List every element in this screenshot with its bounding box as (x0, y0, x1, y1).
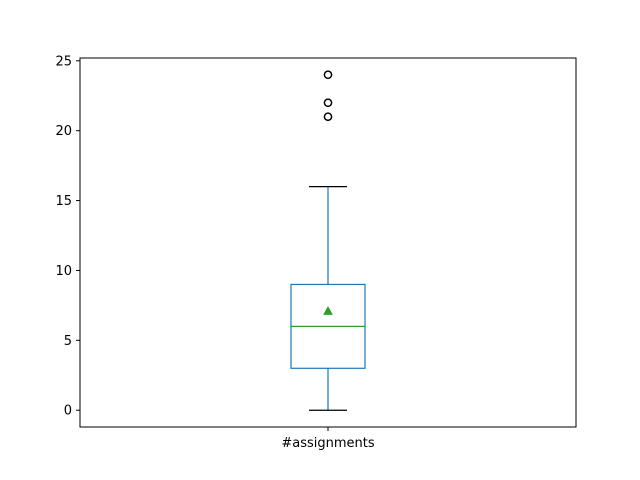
outlier-point (323, 112, 333, 121)
y-tick-label: 15 (55, 194, 72, 209)
y-tick-label: 20 (55, 124, 72, 139)
x-tick-label: #assignments (281, 436, 375, 451)
y-tick-label: 5 (64, 334, 72, 349)
y-axis: 0 5 10 15 20 25 (55, 54, 80, 419)
chart-marks (290, 70, 366, 411)
x-axis: #assignments (281, 427, 375, 451)
outlier-point (323, 70, 333, 80)
y-tick-label: 25 (55, 54, 72, 69)
y-tick-label: 0 (64, 404, 72, 419)
mean-marker (323, 305, 333, 315)
y-tick-label: 10 (55, 264, 72, 279)
outlier-point (323, 98, 333, 107)
